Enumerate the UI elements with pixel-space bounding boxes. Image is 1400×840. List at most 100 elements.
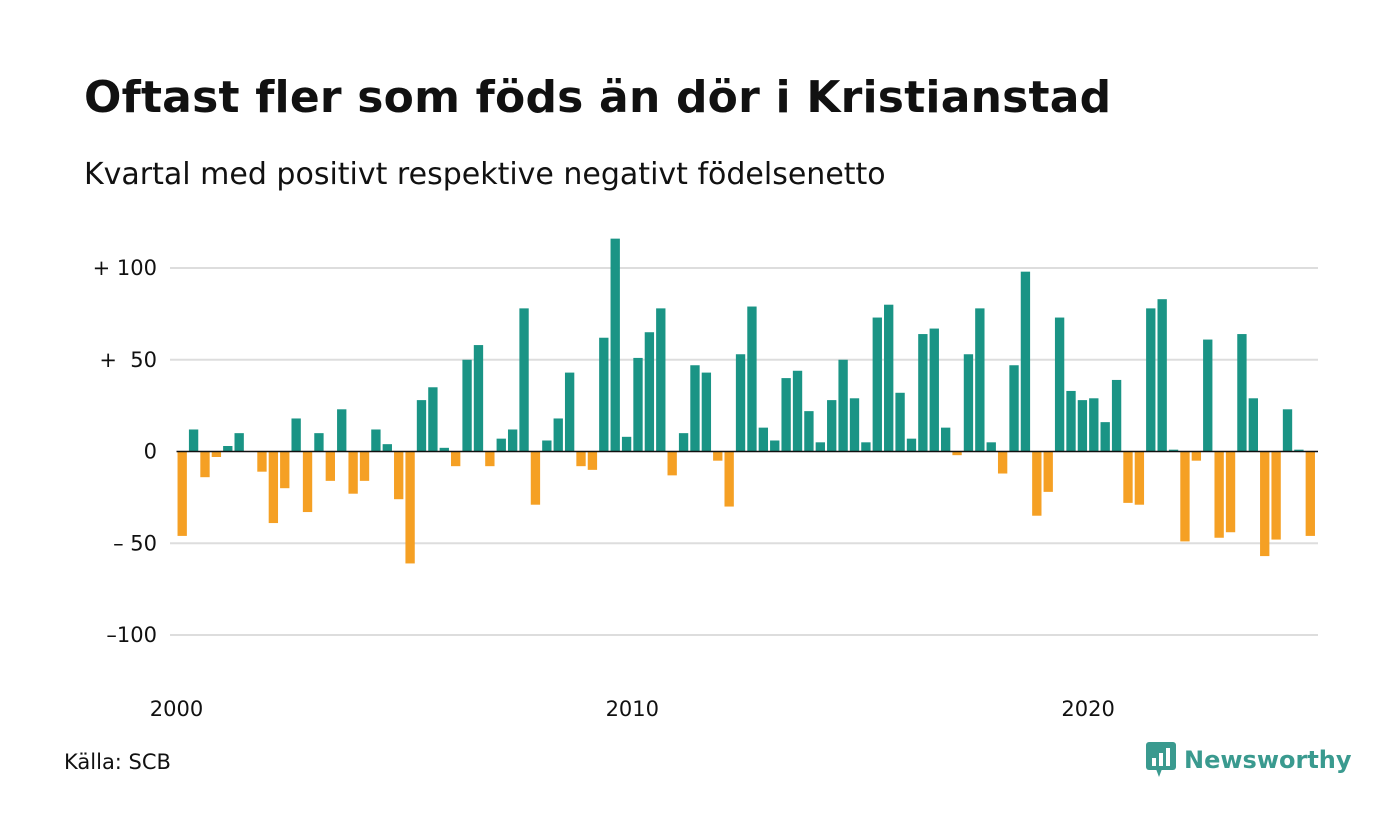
bar-positive	[940, 427, 951, 452]
bar-positive	[804, 411, 814, 452]
y-tick-label: 0	[144, 440, 157, 464]
bar-positive	[827, 400, 837, 452]
bar-positive	[895, 392, 905, 452]
bar-positive	[462, 359, 472, 452]
bar-positive	[872, 317, 882, 452]
bar-positive	[439, 447, 449, 452]
bar-positive	[758, 427, 769, 452]
x-axis-ticks: 2000 2010 2020	[150, 697, 1115, 721]
bar-negative	[1180, 451, 1190, 542]
bar-positive	[735, 354, 746, 452]
bar-positive	[188, 429, 199, 452]
bar-positive	[496, 438, 506, 452]
bar-negative	[451, 451, 461, 467]
bar-negative	[1134, 451, 1145, 505]
bar-positive	[542, 440, 552, 452]
bar-positive	[690, 365, 700, 452]
bar-positive	[1009, 365, 1019, 452]
bars	[177, 238, 1315, 564]
bar-negative	[268, 451, 279, 524]
bar-negative	[405, 451, 415, 564]
bar-positive	[1089, 398, 1099, 452]
bar-positive	[1146, 308, 1156, 452]
bar-negative	[1271, 451, 1281, 540]
y-axis-ticks: + 100 + 50 0 – 50 –100	[93, 256, 157, 647]
bar-negative	[280, 451, 290, 489]
bar-positive	[473, 345, 484, 452]
y-tick-label: –100	[106, 623, 157, 647]
x-tick-label: 2010	[606, 697, 659, 721]
bar-negative	[359, 451, 370, 481]
bar-positive	[1248, 398, 1258, 452]
brand-name: Newsworthy	[1184, 746, 1352, 774]
bar-negative	[1123, 451, 1133, 503]
bar-negative	[1305, 451, 1315, 536]
bar-positive	[1157, 299, 1167, 452]
bar-negative	[1043, 451, 1053, 492]
bar-negative	[257, 451, 267, 472]
bar-negative	[1032, 451, 1042, 516]
bar-positive	[849, 398, 860, 452]
bar-negative	[1191, 451, 1202, 461]
x-tick-label: 2000	[150, 697, 203, 721]
newsworthy-logo-icon	[1146, 742, 1176, 777]
x-tick-label: 2020	[1061, 697, 1114, 721]
bar-positive	[963, 354, 974, 452]
bar-negative	[724, 451, 734, 507]
bar-positive	[371, 429, 381, 452]
bar-positive	[564, 372, 575, 452]
bar-negative	[667, 451, 677, 476]
bar-positive	[678, 433, 689, 452]
bar-positive	[610, 238, 620, 452]
bar-negative	[211, 451, 222, 457]
bar-positive	[1054, 317, 1065, 452]
bar-positive	[906, 438, 917, 452]
chart-title: Oftast fler som föds än dör i Kristianst…	[84, 72, 1112, 123]
bar-positive	[1282, 409, 1293, 452]
bar-positive	[1066, 390, 1076, 452]
bar-negative	[325, 451, 335, 481]
bar-positive	[701, 372, 712, 452]
bar-positive	[314, 433, 324, 452]
bar-positive	[223, 446, 233, 452]
bar-negative	[1260, 451, 1270, 557]
y-tick-label: – 50	[113, 531, 157, 555]
bar-positive	[1237, 334, 1247, 452]
brand-logo: Newsworthy	[1146, 742, 1352, 778]
bar-positive	[815, 442, 825, 452]
bar-negative	[713, 451, 723, 461]
bar-positive	[656, 308, 666, 452]
bar-positive	[633, 357, 643, 452]
bar-positive	[884, 304, 894, 452]
source-note: Källa: SCB	[64, 750, 171, 774]
bar-positive	[1111, 379, 1122, 452]
bar-positive	[1168, 449, 1179, 452]
bar-negative	[177, 451, 187, 536]
bar-negative	[530, 451, 541, 505]
bar-positive	[337, 409, 347, 452]
bar-positive	[599, 337, 609, 452]
bar-positive	[621, 436, 632, 452]
chart-canvas: + 100 + 50 0 – 50 –100 2000 2010 2020	[93, 238, 1318, 721]
bar-positive	[781, 378, 791, 452]
bar-negative	[200, 451, 210, 478]
bar-positive	[291, 418, 301, 452]
bar-negative	[587, 451, 598, 470]
bar-negative	[952, 451, 962, 456]
bar-positive	[507, 429, 518, 452]
bar-negative	[302, 451, 313, 513]
bar-positive	[929, 328, 939, 452]
bar-positive	[975, 308, 985, 452]
bar-negative	[348, 451, 358, 494]
bar-negative	[1214, 451, 1224, 538]
bar-positive	[382, 444, 392, 452]
bar-positive	[416, 400, 427, 452]
bar-positive	[1100, 422, 1110, 452]
bar-positive	[644, 332, 655, 452]
bar-positive	[1294, 449, 1304, 452]
y-tick-label: + 100	[93, 256, 157, 280]
gridlines	[170, 267, 1318, 636]
bar-negative	[997, 451, 1008, 474]
bar-positive	[838, 359, 848, 452]
bar-negative	[1225, 451, 1236, 533]
